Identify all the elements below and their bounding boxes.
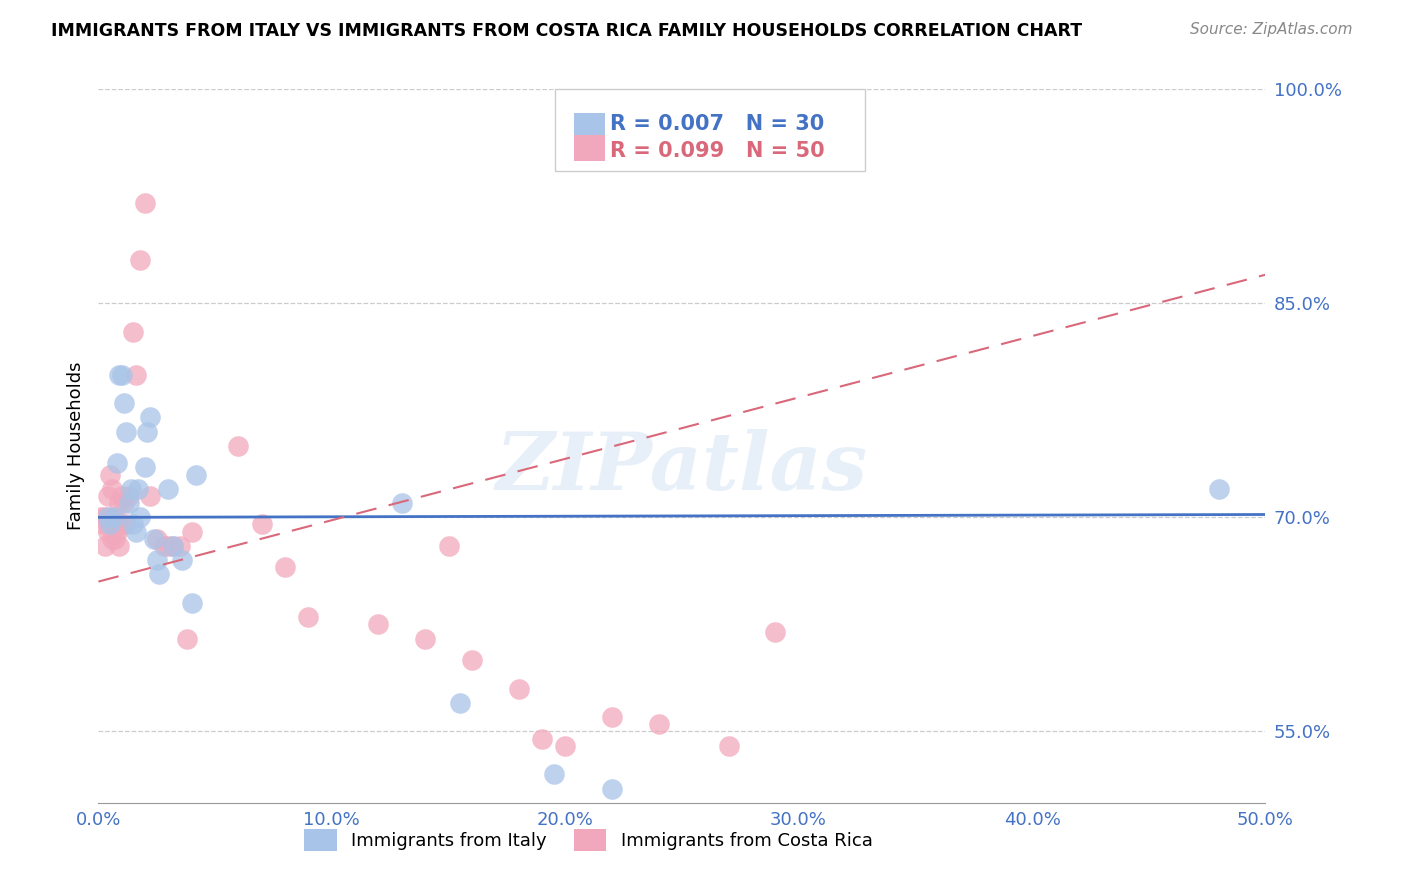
Point bbox=[105, 456, 128, 470]
Point bbox=[101, 510, 124, 524]
Point bbox=[530, 731, 553, 746]
Point bbox=[274, 560, 297, 574]
Point bbox=[169, 539, 191, 553]
Point bbox=[250, 517, 273, 532]
Point bbox=[647, 717, 669, 731]
Point bbox=[146, 553, 169, 567]
Point bbox=[437, 539, 460, 553]
Point bbox=[136, 425, 159, 439]
Point bbox=[297, 610, 319, 624]
Point bbox=[148, 567, 170, 582]
Point bbox=[98, 467, 121, 482]
Point bbox=[94, 510, 117, 524]
Point bbox=[111, 368, 134, 382]
Point bbox=[101, 482, 124, 496]
Point bbox=[461, 653, 484, 667]
Point bbox=[543, 767, 565, 781]
Point bbox=[143, 532, 166, 546]
Point bbox=[97, 510, 120, 524]
Text: IMMIGRANTS FROM ITALY VS IMMIGRANTS FROM COSTA RICA FAMILY HOUSEHOLDS CORRELATIO: IMMIGRANTS FROM ITALY VS IMMIGRANTS FROM… bbox=[51, 22, 1081, 40]
Point bbox=[91, 517, 114, 532]
Point bbox=[125, 368, 148, 382]
Point bbox=[367, 617, 389, 632]
Point bbox=[115, 425, 138, 439]
Text: R = 0.099   N = 50: R = 0.099 N = 50 bbox=[610, 141, 825, 161]
Point bbox=[122, 325, 145, 339]
Point bbox=[449, 696, 471, 710]
Point bbox=[186, 467, 208, 482]
Point bbox=[105, 524, 128, 539]
Point bbox=[127, 482, 149, 496]
Point bbox=[152, 539, 174, 553]
Point bbox=[391, 496, 413, 510]
Point bbox=[111, 517, 134, 532]
Text: R = 0.007   N = 30: R = 0.007 N = 30 bbox=[610, 114, 824, 135]
Point bbox=[108, 368, 131, 382]
Point bbox=[129, 253, 152, 268]
Point bbox=[104, 532, 127, 546]
Point bbox=[125, 524, 148, 539]
Text: Source: ZipAtlas.com: Source: ZipAtlas.com bbox=[1189, 22, 1353, 37]
Point bbox=[1208, 482, 1230, 496]
Point bbox=[98, 517, 121, 532]
Point bbox=[120, 482, 142, 496]
Point bbox=[118, 496, 141, 510]
Point bbox=[90, 510, 112, 524]
Point bbox=[600, 781, 623, 796]
Text: ZIPatlas: ZIPatlas bbox=[496, 429, 868, 506]
Point bbox=[157, 539, 180, 553]
Y-axis label: Family Households: Family Households bbox=[66, 362, 84, 530]
Point bbox=[180, 524, 202, 539]
Point bbox=[105, 517, 128, 532]
Point bbox=[600, 710, 623, 724]
Point bbox=[134, 196, 156, 211]
Point bbox=[228, 439, 250, 453]
Point bbox=[104, 510, 127, 524]
Point bbox=[97, 489, 120, 503]
Point bbox=[122, 517, 145, 532]
Point bbox=[176, 632, 198, 646]
Point bbox=[129, 510, 152, 524]
Point bbox=[162, 539, 184, 553]
Point bbox=[97, 524, 120, 539]
Point bbox=[162, 539, 184, 553]
Point bbox=[111, 489, 134, 503]
Point bbox=[180, 596, 202, 610]
Point bbox=[554, 739, 576, 753]
Point bbox=[118, 489, 141, 503]
Point bbox=[101, 532, 124, 546]
Point bbox=[139, 489, 162, 503]
Point bbox=[508, 681, 530, 696]
Point bbox=[112, 396, 135, 410]
Point bbox=[115, 517, 138, 532]
Point bbox=[763, 624, 786, 639]
Point bbox=[146, 532, 169, 546]
Point bbox=[134, 460, 156, 475]
Point bbox=[104, 517, 127, 532]
Point bbox=[108, 496, 131, 510]
Point bbox=[94, 539, 117, 553]
Point bbox=[134, 824, 156, 838]
Point bbox=[157, 482, 180, 496]
Point bbox=[139, 410, 162, 425]
Point bbox=[98, 517, 121, 532]
Point bbox=[717, 739, 740, 753]
Point bbox=[112, 496, 135, 510]
Point bbox=[108, 539, 131, 553]
Point bbox=[172, 553, 194, 567]
Legend: Immigrants from Italy, Immigrants from Costa Rica: Immigrants from Italy, Immigrants from C… bbox=[297, 822, 880, 858]
Point bbox=[413, 632, 436, 646]
